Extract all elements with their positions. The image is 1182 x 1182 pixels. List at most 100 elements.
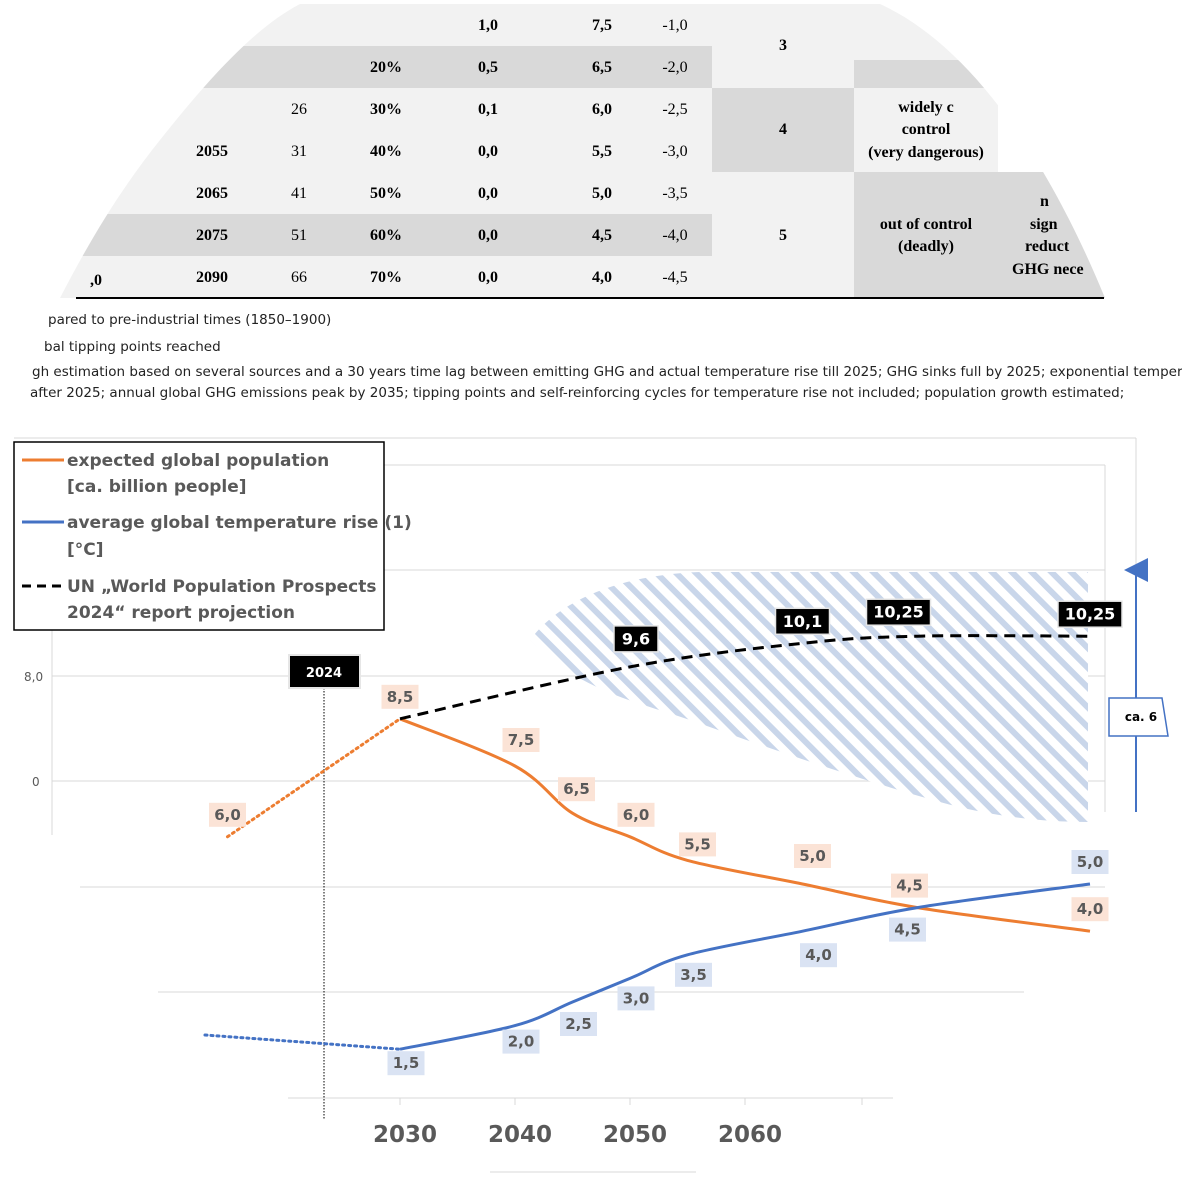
- population-data-label-text: 4,5: [896, 877, 923, 895]
- population-data-label-bg: [209, 802, 246, 827]
- un-data-label-bg: [1057, 600, 1123, 628]
- y-tick-label: 8,0: [24, 670, 43, 684]
- temperature-data-label: 4,5: [889, 917, 926, 942]
- legend-un-label-2: 2024“ report projection: [67, 603, 295, 623]
- table-cell: 31: [291, 143, 307, 160]
- population-data-label: 6,0: [209, 802, 246, 827]
- temperature-data-label: 3,0: [617, 986, 655, 1011]
- temperature-data-label: 2,5: [560, 1012, 597, 1036]
- population-data-label-bg: [794, 844, 831, 868]
- table-cell: -4,5: [662, 269, 687, 286]
- temperature-data-label-text: 3,5: [680, 966, 707, 984]
- temperature-data-label-bg: [800, 943, 837, 968]
- temperature-data-label: 4,0: [800, 943, 837, 968]
- action-3: reduct: [1025, 238, 1070, 255]
- table-cell: -1,0: [662, 17, 687, 34]
- level-4: 4: [779, 121, 787, 138]
- un-data-label: 9,6: [613, 625, 659, 653]
- footnotes: pared to pre-industrial times (1850–1900…: [30, 312, 1182, 401]
- table-row-bg: [60, 214, 712, 256]
- x-tick-label: 2060: [718, 1122, 782, 1148]
- table-cell: 0,0: [478, 143, 498, 160]
- level-cell: [712, 4, 854, 88]
- population-data-label-text: 5,5: [684, 835, 711, 853]
- table-cell: 0,0: [478, 269, 498, 286]
- table-cell: 6,0: [592, 101, 612, 118]
- status-widely-2: control: [902, 121, 951, 138]
- table-left-fragment: ,0: [90, 272, 102, 289]
- un-data-label: 10,25: [865, 598, 932, 626]
- legend-box: [13, 441, 385, 631]
- crop-mask: [880, 0, 1182, 298]
- table-row-bg: [60, 256, 712, 298]
- population-data-label-text: 6,5: [563, 780, 590, 798]
- un-projection-line: [399, 634, 1091, 721]
- footnote-1: pared to pre-industrial times (1850–1900…: [48, 312, 331, 328]
- table-cell: 20%: [370, 59, 402, 76]
- ca6-callout-box: [1108, 697, 1169, 737]
- table-cell: 0,0: [478, 227, 498, 244]
- temperature-data-label: 5,0: [1071, 850, 1109, 874]
- temperature-line: [399, 882, 1091, 1051]
- marker-2024-box: [288, 654, 361, 689]
- ca6-callout-label: ca. 6: [1125, 710, 1157, 724]
- level-cell: [712, 88, 854, 172]
- population-line: [399, 717, 1091, 933]
- population-data-label: 8,5: [381, 684, 419, 709]
- population-data-label-text: 5,0: [799, 847, 826, 865]
- action-2: sign: [1030, 216, 1058, 233]
- marker-2024-label: 2024: [306, 666, 342, 681]
- action-1: n: [1040, 193, 1049, 210]
- temperature-data-label-bg: [560, 1012, 597, 1036]
- legend-population-label: expected global population: [67, 451, 329, 471]
- hatched-gap-zone: [530, 572, 1088, 822]
- table-cell: 0,5: [478, 59, 498, 76]
- table-cell: 66: [291, 269, 307, 286]
- table-cell: 6,5: [592, 59, 612, 76]
- legend: expected global population [ca. billion …: [13, 441, 412, 631]
- un-data-label-text: 10,1: [783, 612, 822, 631]
- un-data-label-bg: [865, 598, 932, 626]
- table-row-bg: [60, 130, 712, 172]
- table-cell: -2,5: [662, 101, 687, 118]
- temperature-data-label-text: 2,0: [508, 1033, 535, 1051]
- y-tick-label: 0: [32, 775, 40, 789]
- legend-un-label: UN „World Population Prospects: [67, 577, 377, 597]
- table-cell: 5,5: [592, 143, 612, 160]
- temperature-history-line: [203, 1033, 402, 1051]
- temperature-data-label-bg: [889, 917, 926, 942]
- table-cell: 2075: [196, 227, 228, 244]
- population-data-label-text: 6,0: [214, 806, 241, 824]
- table-cell: -3,5: [662, 185, 687, 202]
- population-data-label: 7,5: [502, 728, 540, 752]
- un-data-label-bg: [774, 607, 831, 636]
- temperature-data-label-text: 4,0: [805, 946, 832, 964]
- population-history-line: [226, 717, 402, 839]
- population-data-label: 5,0: [794, 844, 831, 868]
- population-data-label: 6,5: [558, 777, 595, 802]
- population-data-label-text: 4,0: [1077, 900, 1104, 918]
- un-data-label: 10,25: [1057, 600, 1123, 628]
- legend-population-unit: [ca. billion people]: [67, 477, 247, 497]
- table-cell: 26: [291, 101, 307, 118]
- temperature-data-label-text: 4,5: [894, 921, 921, 939]
- footnote-4: after 2025; annual global GHG emissions …: [30, 385, 1124, 401]
- population-data-label-text: 7,5: [508, 731, 535, 749]
- status-out-1: out of control: [880, 216, 973, 233]
- population-data-label-bg: [502, 728, 540, 752]
- temperature-data-label: 3,5: [675, 962, 712, 987]
- legend-temperature-unit: [°C]: [67, 540, 104, 560]
- x-tick-label: 2030: [373, 1122, 437, 1148]
- table-cell: 70%: [370, 269, 402, 286]
- un-data-label-text: 10,25: [1065, 605, 1116, 624]
- temperature-data-label-text: 1,5: [393, 1054, 420, 1072]
- population-data-label: 4,0: [1071, 897, 1109, 922]
- population-data-label-bg: [679, 832, 716, 857]
- table-cell: 50%: [370, 185, 402, 202]
- temperature-data-label-bg: [1071, 850, 1109, 874]
- population-data-label-bg: [1071, 897, 1109, 922]
- table-cell: 30%: [370, 101, 402, 118]
- population-data-label: 6,0: [617, 802, 655, 827]
- un-data-label-text: 10,25: [873, 603, 924, 622]
- action-4: GHG nece: [1012, 261, 1084, 278]
